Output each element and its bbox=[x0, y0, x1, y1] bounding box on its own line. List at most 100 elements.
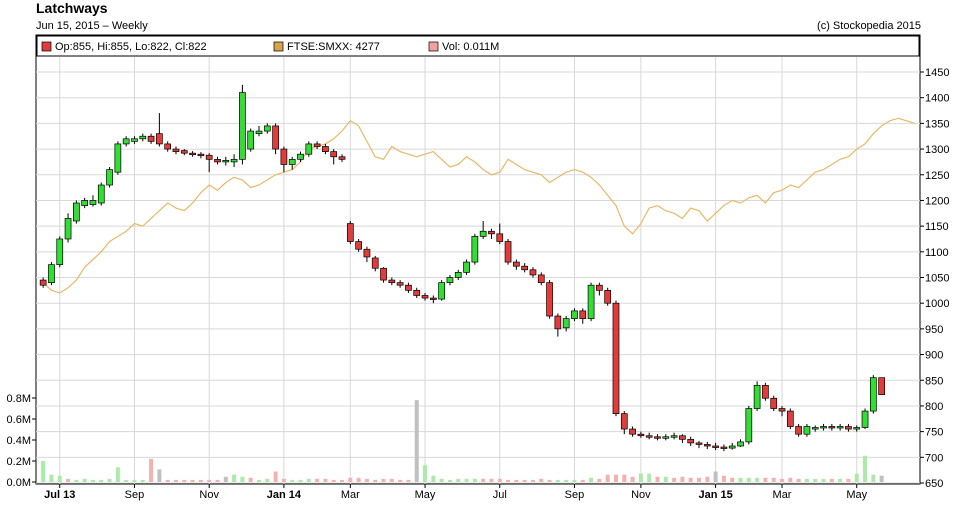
candle-body bbox=[338, 156, 346, 160]
candle bbox=[712, 442, 719, 451]
legend-box bbox=[36, 35, 920, 57]
candle bbox=[222, 156, 230, 166]
volume-bar bbox=[705, 476, 710, 482]
candle-body bbox=[546, 282, 553, 317]
volume-bar bbox=[315, 478, 320, 482]
price-tick-label: 950 bbox=[925, 324, 943, 336]
candle bbox=[156, 113, 163, 147]
candle bbox=[147, 133, 155, 144]
volume-bar bbox=[472, 478, 477, 482]
volume-bar bbox=[755, 477, 760, 482]
candle-body bbox=[654, 436, 661, 439]
candle bbox=[164, 141, 172, 152]
legend-swatch bbox=[273, 41, 284, 52]
candle bbox=[637, 431, 645, 438]
volume-tick-label: 0.0M bbox=[7, 477, 31, 489]
price-tick-label: 750 bbox=[925, 427, 943, 439]
price-tick-label: 1150 bbox=[925, 221, 949, 233]
candle bbox=[612, 300, 620, 417]
x-tick-label: Nov bbox=[199, 489, 219, 501]
candle bbox=[537, 272, 545, 286]
candle bbox=[313, 141, 321, 150]
candle bbox=[645, 432, 653, 440]
volume-bar bbox=[697, 477, 701, 482]
candle-body bbox=[513, 261, 520, 267]
volume-bar bbox=[132, 479, 137, 482]
volume-bar bbox=[721, 475, 726, 482]
candle bbox=[803, 423, 811, 437]
candle bbox=[214, 156, 221, 165]
candle bbox=[106, 167, 113, 188]
volume-bar bbox=[165, 479, 170, 482]
x-tick-label: Nov bbox=[631, 489, 651, 501]
volume-bar bbox=[323, 478, 328, 482]
candle-body bbox=[371, 257, 379, 269]
candle-body bbox=[587, 284, 595, 319]
volume-bar bbox=[871, 474, 876, 482]
candle bbox=[81, 197, 89, 209]
volume-bar bbox=[613, 474, 618, 482]
candle-body bbox=[197, 153, 205, 157]
candle bbox=[396, 280, 404, 288]
candle-body bbox=[562, 318, 570, 329]
candle-body bbox=[156, 133, 163, 145]
volume-bar bbox=[115, 467, 120, 482]
volume-bar bbox=[622, 474, 627, 482]
candle bbox=[363, 246, 371, 263]
candle bbox=[562, 316, 570, 332]
volume-bar bbox=[821, 478, 826, 482]
volume-bar bbox=[364, 478, 369, 482]
volume-bar bbox=[232, 474, 237, 482]
candle bbox=[247, 128, 255, 152]
volume-bar bbox=[398, 479, 403, 482]
candle-body bbox=[106, 169, 113, 186]
candle-body bbox=[56, 238, 64, 266]
volume-bar bbox=[788, 477, 793, 482]
candle bbox=[230, 154, 238, 168]
candle bbox=[205, 153, 213, 173]
volume-bar bbox=[547, 479, 552, 482]
candle-body bbox=[172, 148, 180, 152]
candle-body bbox=[164, 143, 172, 150]
volume-bar bbox=[688, 477, 693, 482]
candle-body bbox=[39, 279, 47, 286]
candle bbox=[39, 277, 47, 288]
candle bbox=[811, 425, 819, 432]
volume-bar bbox=[713, 471, 718, 482]
candle-body bbox=[712, 445, 719, 448]
copyright-notice: (c) Stockopedia 2015 bbox=[817, 20, 921, 32]
candle bbox=[172, 146, 180, 155]
candle bbox=[180, 149, 188, 156]
candle bbox=[828, 423, 836, 431]
candle bbox=[405, 282, 412, 293]
volume-bar bbox=[456, 478, 461, 482]
candle bbox=[878, 377, 885, 395]
x-tick-label: May bbox=[846, 489, 867, 501]
candle-body bbox=[322, 146, 329, 152]
candle-body bbox=[662, 436, 670, 439]
legend-swatch bbox=[41, 41, 52, 52]
candle bbox=[48, 262, 55, 286]
candle-body bbox=[205, 154, 213, 160]
candle-body bbox=[637, 433, 645, 437]
volume-bar bbox=[381, 478, 386, 482]
candle-body bbox=[405, 284, 412, 291]
volume-tick-label: 0.6M bbox=[7, 414, 31, 426]
volume-bar bbox=[157, 469, 162, 482]
candle-body bbox=[703, 444, 711, 447]
candle-body bbox=[471, 236, 479, 263]
volume-tick-label: 0.2M bbox=[7, 456, 31, 468]
candle bbox=[97, 182, 105, 206]
candle bbox=[662, 434, 670, 441]
candle bbox=[604, 287, 612, 306]
volume-bar bbox=[90, 479, 95, 482]
candle-body bbox=[89, 200, 97, 205]
candle bbox=[322, 143, 329, 155]
candle bbox=[388, 277, 396, 286]
candle-body bbox=[828, 426, 836, 429]
price-tick-label: 900 bbox=[925, 350, 943, 362]
candle bbox=[620, 411, 628, 435]
candle bbox=[629, 426, 636, 437]
candle-body bbox=[446, 277, 454, 283]
